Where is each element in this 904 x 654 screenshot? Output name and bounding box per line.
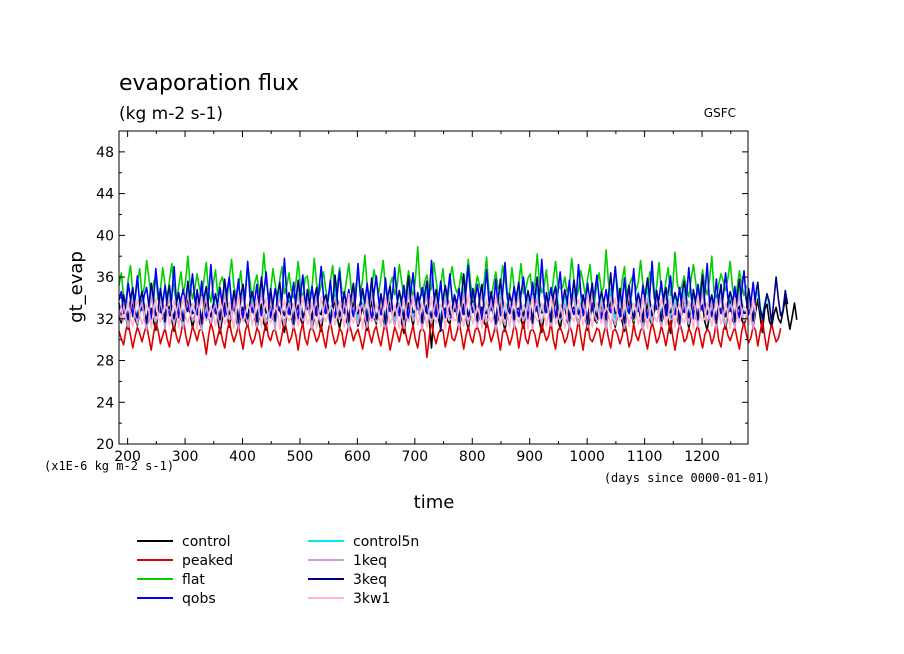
chart-units: (kg m-2 s-1) [119,104,223,124]
legend-label-qobs: qobs [182,591,216,607]
y-scale-note: (x1E-6 kg m-2 s-1) [44,459,174,473]
x-axis-label: time [414,492,455,513]
x-tick-label-800: 800 [459,449,486,465]
y-tick-label-40: 40 [96,228,114,244]
y-tick-label-48: 48 [96,145,114,161]
series-line-3kw1 [118,292,757,331]
x-time-note: (days since 0000-01-01) [604,471,770,485]
x-tick-label-700: 700 [401,449,428,465]
x-tick-label-1000: 1000 [569,449,605,465]
plot-area: 20 24 28 32 36 40 44 48 200 300 400 500 600 700 800 900… [96,130,798,465]
legend-label-control: control [182,534,231,550]
x-tick-label-200: 200 [114,449,141,465]
x-tick-label-1200: 1200 [684,449,720,465]
legend-label-1keq: 1keq [353,553,387,569]
x-tick-label-300: 300 [172,449,199,465]
y-tick-label-28: 28 [96,354,114,370]
x-tick-label-600: 600 [344,449,371,465]
y-tick-label-44: 44 [96,187,114,203]
y-tick-label-20: 20 [96,437,114,453]
legend-label-peaked: peaked [182,553,233,569]
x-tick-label-1100: 1100 [627,449,663,465]
credit-label: GSFC [704,106,736,120]
tick-layer: 20 24 28 32 36 40 44 48 200 300 400 500 600 700 800 900… [96,131,748,465]
chart-title: evaporation flux [119,71,299,96]
legend-label-3keq: 3keq [353,572,387,588]
y-tick-label-32: 32 [96,312,114,328]
plot-frame [118,130,749,445]
series-layer [118,246,798,359]
y-axis-label: gt_evap [66,251,87,323]
x-tick-label-500: 500 [287,449,314,465]
y-tick-label-36: 36 [96,270,114,286]
y-tick-label-24: 24 [96,395,114,411]
legend-label-flat: flat [182,572,205,588]
legend-label-control5n: control5n [353,534,419,550]
x-tick-label-900: 900 [516,449,543,465]
legend-label-3kw1: 3kw1 [353,591,390,607]
x-tick-label-400: 400 [229,449,256,465]
legend: control peaked flat qobs control5n 1keq 3keq 3k… [137,534,419,607]
